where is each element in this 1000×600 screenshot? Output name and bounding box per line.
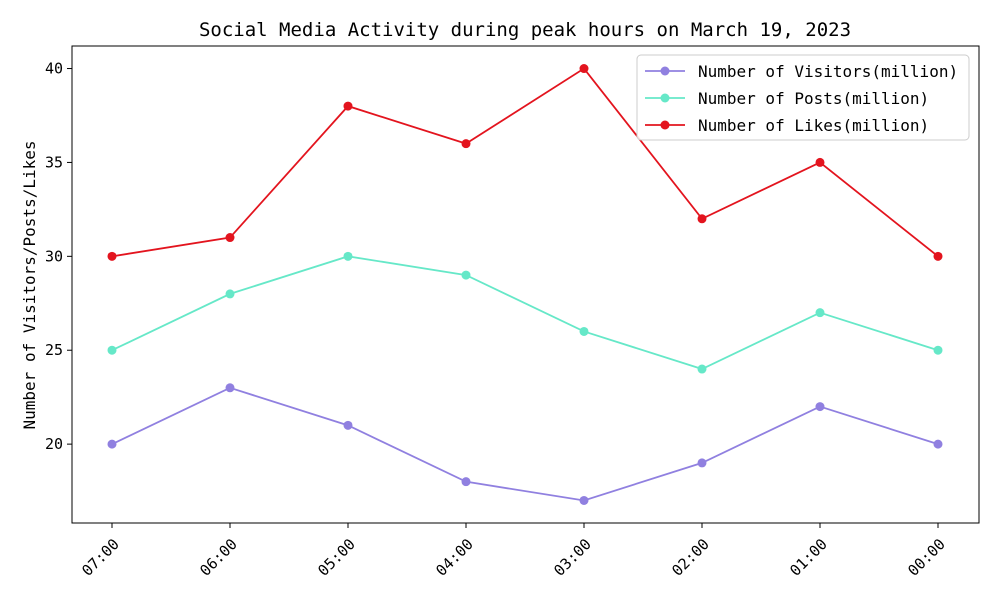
data-point [225,233,235,243]
data-point [343,101,353,111]
x-tick-label: 01:00 [786,535,831,580]
legend-swatch-marker [660,66,670,76]
legend-box [636,54,970,141]
x-tick-label: 07:00 [78,535,123,580]
y-tick-label: 30 [45,247,63,265]
y-axis-title: Number of Visitors/Posts/Likes [20,141,39,430]
data-point [697,214,707,224]
data-point [225,383,235,393]
data-point [225,289,235,299]
series-line [111,386,939,502]
x-tick-label: 06:00 [196,535,241,580]
data-point [815,402,825,412]
data-point [579,326,589,336]
data-point [815,157,825,167]
x-tick-label: 05:00 [314,535,359,580]
legend-entry-label: Number of Posts(million) [698,89,929,108]
data-point [107,439,117,449]
y-tick-label: 20 [45,435,63,453]
data-point [107,345,117,355]
data-point [933,251,943,261]
legend-swatch-marker [660,120,670,130]
y-tick-label: 25 [45,341,63,359]
data-point [461,139,471,149]
legend-entry-label: Number of Visitors(million) [698,62,958,81]
series-line [111,255,939,370]
legend-entry-label: Number of Likes(million) [698,116,929,135]
data-point [697,458,707,468]
y-tick-label: 35 [45,153,63,171]
x-tick-label: 04:00 [432,535,477,580]
data-point [697,364,707,374]
data-point [461,270,471,280]
data-point [461,477,471,487]
legend-swatch-marker [660,93,670,103]
data-point [933,439,943,449]
data-point [343,251,353,261]
x-tick-label: 02:00 [668,535,713,580]
chart-title: Social Media Activity during peak hours … [199,19,851,41]
data-point [579,495,589,505]
data-point [107,251,117,261]
series-line [111,67,939,258]
y-tick-label: 40 [45,60,63,78]
data-point [815,308,825,318]
x-tick-label: 00:00 [904,535,949,580]
data-point [933,345,943,355]
data-point [343,420,353,430]
plot-frame [71,45,980,524]
data-point [579,64,589,74]
x-tick-label: 03:00 [550,535,595,580]
legend: Number of Visitors(million) Number of Pos… [636,54,970,141]
